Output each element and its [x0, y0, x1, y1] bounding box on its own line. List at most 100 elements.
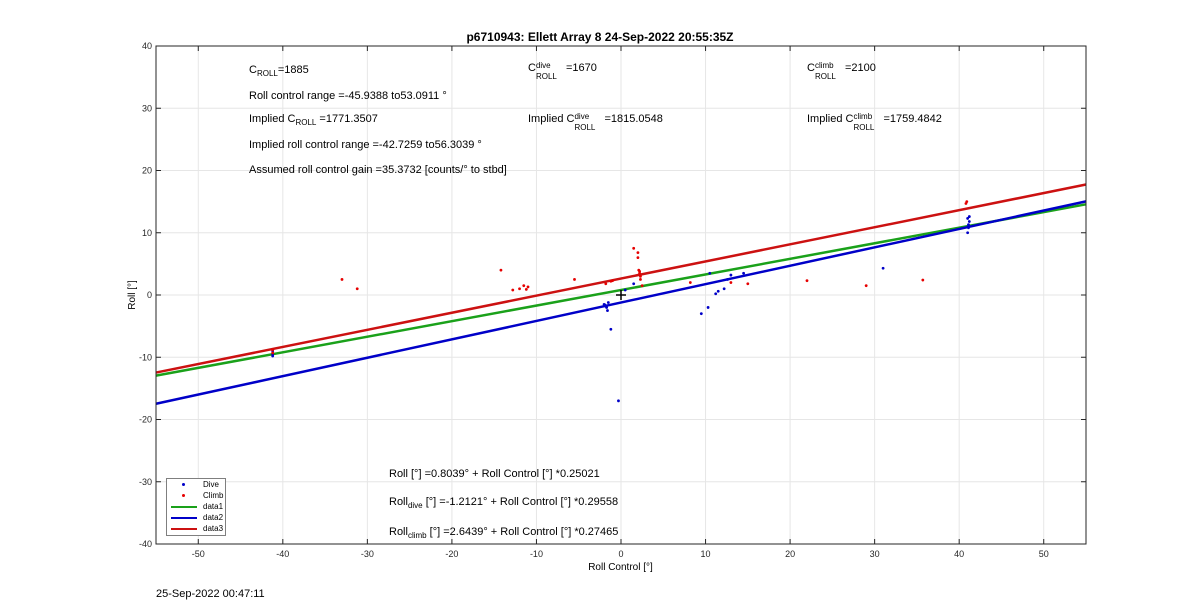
point-dive	[708, 271, 712, 275]
x-tick-label: -50	[192, 549, 205, 559]
point-climb	[518, 287, 521, 291]
point-climb	[688, 281, 692, 284]
x-tick-label: 0	[618, 549, 623, 559]
point-dive	[966, 217, 970, 220]
y-tick-label: -10	[139, 352, 152, 362]
y-tick-label: -40	[139, 539, 152, 549]
legend-entry-climb: Climb	[167, 491, 225, 501]
point-climb	[524, 287, 528, 291]
y-tick-label: -30	[139, 477, 152, 487]
point-climb	[636, 251, 640, 255]
point-dive	[742, 271, 745, 275]
point-climb	[636, 256, 640, 260]
legend-entry-data3: data3	[167, 524, 225, 534]
point-climb	[271, 348, 275, 352]
point-dive	[966, 231, 970, 235]
x-tick-label: 50	[1039, 549, 1049, 559]
point-climb	[499, 268, 503, 272]
point-climb	[864, 284, 868, 288]
point-climb	[638, 271, 641, 275]
legend-data3-swatch	[171, 528, 197, 530]
legend: Dive Climb data1 data2 data3	[166, 478, 226, 536]
x-tick-label: 30	[870, 549, 880, 559]
point-dive	[603, 303, 607, 307]
legend-data3-label: data3	[203, 524, 224, 533]
implied-c-roll-text: Implied CROLL =1771.3507	[249, 113, 378, 128]
equation-dive: Rolldive [°] =-1.2121° + Roll Control [°…	[389, 496, 619, 511]
x-tick-label: -10	[530, 549, 543, 559]
axes-frame	[155, 45, 1087, 545]
x-tick-label: 40	[954, 549, 964, 559]
point-dive	[967, 215, 971, 218]
point-climb	[611, 279, 614, 283]
y-tick-label: 40	[142, 41, 152, 51]
chart-title: p6710943: Ellett Array 8 24-Sep-2022 20:…	[466, 30, 734, 44]
fit-line-data1	[155, 203, 1087, 377]
y-tick-label: -20	[139, 415, 152, 425]
x-tick-label: -30	[361, 549, 374, 559]
point-dive	[623, 288, 627, 292]
point-dive	[617, 399, 620, 403]
legend-dive-marker	[182, 483, 185, 486]
point-dive	[632, 282, 636, 286]
fit-line-data3	[155, 183, 1087, 374]
point-climb	[632, 246, 636, 250]
point-climb	[522, 284, 526, 288]
x-tick-label: -40	[276, 549, 289, 559]
point-dive	[722, 287, 726, 291]
point-climb	[965, 200, 969, 204]
legend-data1-label: data1	[203, 502, 224, 511]
point-dive	[967, 225, 970, 228]
point-climb	[805, 279, 809, 283]
point-dive	[716, 289, 720, 293]
equation-all: Roll [°] =0.8039° + Roll Control [°] *0.…	[389, 468, 600, 480]
point-climb	[355, 287, 359, 291]
scatter-points	[271, 200, 971, 403]
point-dive	[726, 278, 729, 281]
point-dive	[271, 354, 275, 358]
legend-data2-swatch	[171, 517, 197, 519]
y-tick-label: 0	[147, 290, 152, 300]
point-dive	[606, 309, 609, 312]
legend-climb-marker	[182, 494, 185, 497]
tick-labels: -50 -40 -30 -20 -10 0 10 20 30 40 50 -40 -30 -20 -10 0 1…	[139, 41, 1049, 559]
point-dive	[729, 273, 733, 277]
legend-entry-data1: data1	[167, 502, 225, 512]
legend-dive-label: Dive	[203, 480, 220, 489]
point-climb	[729, 281, 733, 284]
y-tick-label: 20	[142, 166, 152, 176]
point-climb	[526, 285, 530, 289]
y-axis-label: Roll [°]	[127, 280, 138, 310]
point-dive	[706, 306, 710, 309]
legend-entry-dive: Dive	[167, 480, 225, 490]
point-climb	[637, 268, 641, 272]
legend-data1-swatch	[171, 506, 197, 508]
legend-data2-label: data2	[203, 513, 224, 522]
legend-entry-data2: data2	[167, 513, 225, 523]
point-dive	[881, 266, 885, 270]
point-dive	[606, 301, 610, 304]
c-roll-annotation: CROLL=1885	[249, 64, 309, 79]
point-climb	[639, 278, 642, 281]
point-climb	[921, 278, 925, 282]
y-tick-label: 30	[142, 103, 152, 113]
x-tick-label: 10	[701, 549, 711, 559]
x-tick-label: 20	[785, 549, 795, 559]
legend-climb-label: Climb	[203, 491, 224, 500]
footer-timestamp: 25-Sep-2022 00:47:11	[156, 588, 265, 600]
point-climb	[511, 288, 515, 292]
point-climb	[271, 351, 275, 355]
point-dive	[967, 220, 971, 223]
point-dive	[605, 306, 609, 309]
point-dive	[714, 292, 718, 296]
point-dive	[609, 327, 613, 331]
fit-lines	[155, 183, 1087, 405]
point-climb	[573, 278, 576, 281]
x-tick-label: -20	[445, 549, 458, 559]
point-dive	[699, 312, 703, 316]
